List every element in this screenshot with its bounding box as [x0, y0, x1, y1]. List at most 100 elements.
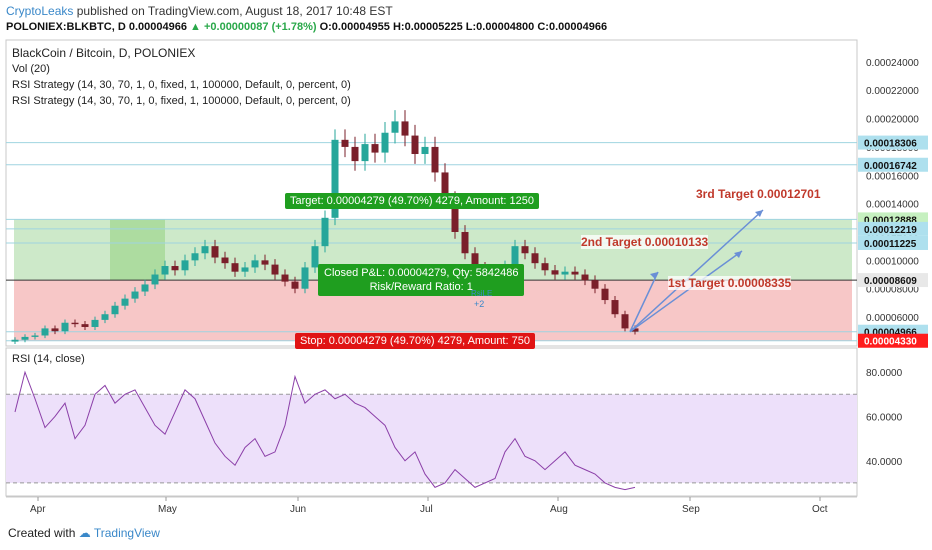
candle-body	[11, 339, 19, 342]
candle-body	[621, 314, 629, 329]
candle-body	[81, 324, 89, 327]
price-label-text: 0.00004330	[864, 337, 917, 348]
last-price: 0.00004966	[128, 21, 187, 33]
rsi-tick-label: 80.0000	[866, 368, 903, 379]
price-tick-label: 0.00006000	[866, 313, 919, 324]
price-label-text: 0.00018306	[864, 139, 917, 150]
legend-rsi-strategy-2: RSI Strategy (14, 30, 70, 1, 0, fixed, 1…	[12, 95, 351, 107]
x-tick-label: May	[158, 504, 177, 515]
candle-body	[421, 146, 429, 155]
price-tick-label: 0.00014000	[866, 200, 919, 211]
ohlc-open: O:0.00004955	[319, 21, 390, 33]
candle-body	[41, 328, 49, 336]
candle-body	[551, 270, 559, 275]
candle-body	[221, 257, 229, 264]
published-text: published on TradingView.com, August 18,…	[76, 4, 393, 18]
candle-body	[431, 146, 439, 173]
price-tick-label: 0.00008000	[866, 285, 919, 296]
candle-body	[571, 271, 579, 275]
candle-body	[381, 132, 389, 153]
candle-body	[331, 139, 339, 218]
x-tick-label: Aug	[550, 504, 568, 515]
candle-body	[251, 260, 259, 268]
candle-body	[351, 146, 359, 162]
closed-pnl-box: Closed P&L: 0.00004279, Qty: 5842486 Ris…	[318, 264, 525, 296]
price-tick-label: 0.00022000	[866, 86, 919, 97]
author-link[interactable]: CryptoLeaks	[6, 4, 74, 18]
target-arrow-2	[629, 250, 743, 333]
plus2-label: +2	[474, 299, 485, 309]
symbol: POLONIEX:BLKBTC, D	[6, 21, 126, 33]
candle-body	[261, 260, 269, 265]
candle-body	[521, 246, 529, 254]
candle-body	[611, 300, 619, 315]
price-label-text: 0.00016742	[864, 161, 917, 172]
closed-pnl-text: Closed P&L: 0.00004279, Qty: 5842486	[324, 267, 519, 279]
price-label-text: 0.00011225	[864, 239, 917, 250]
price-tick-label: 0.00024000	[866, 58, 919, 69]
candle-body	[181, 260, 189, 271]
price-label-box	[858, 135, 928, 150]
candle-body	[121, 298, 129, 306]
candle-body	[581, 274, 589, 281]
price-change: ▲ +0.00000087 (+1.78%)	[190, 21, 317, 33]
price-label-text: 0.00008609	[864, 276, 917, 287]
target-box: Target: 0.00004279 (49.70%) 4279, Amount…	[285, 193, 540, 209]
candle-body	[231, 263, 239, 272]
price-label-box	[858, 157, 928, 172]
legend-vol: Vol (20)	[12, 63, 50, 75]
risk-reward-text: Risk/Reward Ratio: 1	[369, 281, 473, 293]
candle-body	[211, 246, 219, 258]
price-label-text: 0.00012888	[864, 215, 917, 226]
tradingview-brand[interactable]: TradingView	[93, 526, 160, 540]
candle-body	[91, 319, 99, 327]
candle-body	[601, 288, 609, 301]
legend-title: BlackCoin / Bitcoin, D, POLONIEX	[12, 46, 196, 60]
candle-body	[291, 281, 299, 289]
candle-body	[561, 271, 569, 275]
first-target-label: 1st Target 0.00008335	[668, 276, 792, 290]
target-arrowhead-1	[650, 272, 658, 279]
candle-body	[201, 246, 209, 254]
candle-body	[361, 144, 369, 162]
candle-body	[631, 328, 639, 332]
candle-body	[541, 263, 549, 271]
target-arrowhead-2	[734, 251, 742, 258]
candle-body	[321, 217, 329, 247]
tradingview-cloud-icon: ☁	[78, 526, 91, 540]
candle-body	[311, 246, 319, 268]
legend-rsi-pane: RSI (14, close)	[12, 353, 85, 365]
candle-body	[61, 322, 69, 332]
candle-body	[401, 121, 409, 136]
candle-body	[511, 246, 519, 267]
price-label-box	[858, 273, 928, 288]
price-label-text: 0.00012219	[864, 225, 917, 236]
third-target-label: 3rd Target 0.00012701	[696, 187, 821, 201]
ohlc-low: L:0.00004800	[465, 21, 535, 33]
stop-box: Stop: 0.00004279 (49.70%) 4279, Amount: …	[295, 333, 535, 349]
created-with-text: Created with	[8, 526, 76, 540]
publish-line: CryptoLeaks published on TradingView.com…	[6, 4, 393, 18]
candle-body	[71, 322, 79, 325]
legend-rsi-strategy-1: RSI Strategy (14, 30, 70, 1, 0, fixed, 1…	[12, 79, 351, 91]
x-tick-label: Oct	[812, 504, 828, 515]
candle-body	[111, 305, 119, 315]
candle-body	[411, 135, 419, 155]
candle-body	[281, 274, 289, 282]
candle-body	[301, 267, 309, 289]
x-tick-label: Jul	[420, 504, 433, 515]
target-arrowhead-3	[755, 210, 763, 217]
ohlc-line: POLONIEX:BLKBTC, D 0.00004966 ▲ +0.00000…	[6, 21, 607, 33]
price-tick-label: 0.00016000	[866, 171, 919, 182]
candle-body	[151, 274, 159, 285]
rsi-tick-label: 40.0000	[866, 457, 903, 468]
price-tick-label: 0.00020000	[866, 115, 919, 126]
candle-body	[31, 335, 39, 337]
candle-body	[131, 291, 139, 299]
target-arrow-1	[629, 271, 659, 333]
candle-body	[241, 267, 249, 272]
earlier-profit-zone	[110, 219, 165, 281]
footer: Created with ☁ TradingView	[8, 526, 160, 540]
rsi-line	[14, 370, 636, 491]
candle-body	[531, 253, 539, 264]
